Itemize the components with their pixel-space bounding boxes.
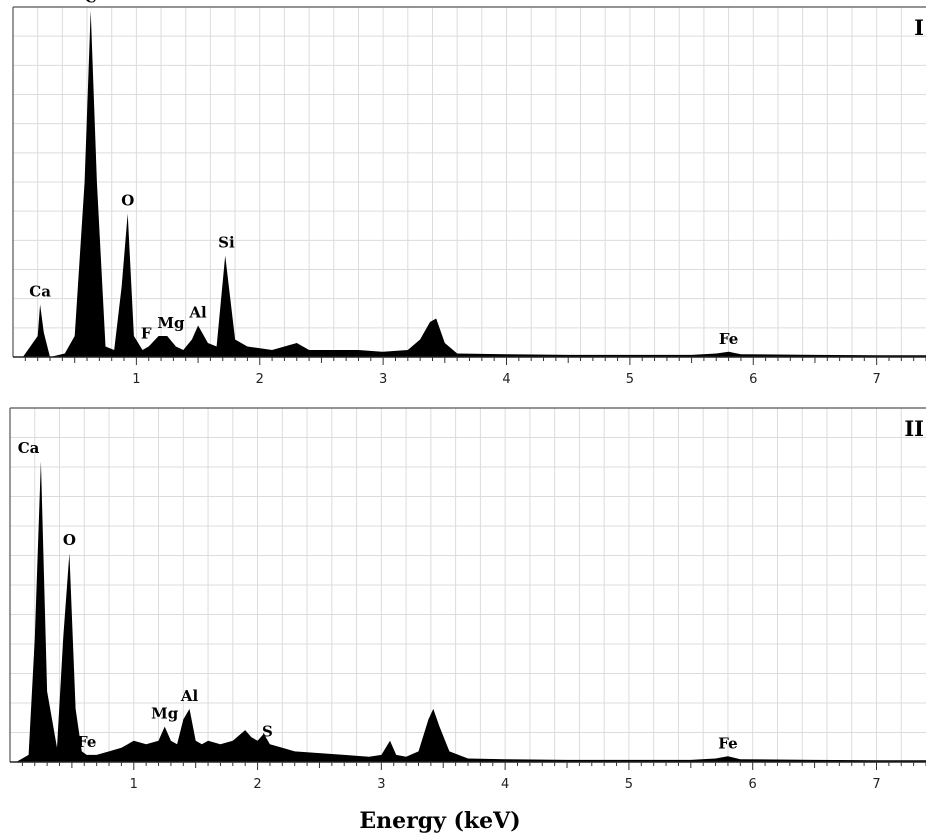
peak-label: Fe xyxy=(77,733,96,751)
x-axis-label: Energy (keV) xyxy=(359,808,520,834)
peak-label: Fe xyxy=(719,330,738,348)
x-tick-label: 2 xyxy=(256,372,264,387)
peak-label: O xyxy=(63,531,76,549)
x-tick-label: 4 xyxy=(501,777,509,792)
peak-label: Mg xyxy=(157,314,185,332)
x-tick-label: 3 xyxy=(377,777,385,792)
peak-label: S xyxy=(262,722,273,740)
x-tick-label: 1 xyxy=(132,372,140,387)
grid-panel-i xyxy=(13,7,926,357)
panel-label-ii: II xyxy=(904,416,924,441)
x-tick-label: 6 xyxy=(749,372,757,387)
peak-label: Ca xyxy=(29,283,51,301)
peak-label: F xyxy=(141,325,152,343)
x-tick-label: 3 xyxy=(379,372,387,387)
x-ticks-panel-ii: 1 2 3 4 5 6 7 xyxy=(21,762,926,792)
peak-label: O xyxy=(121,192,134,210)
panel-label-i: I xyxy=(914,15,924,40)
spectrum-area-panel-i xyxy=(22,10,926,357)
x-tick-label: 7 xyxy=(873,372,881,387)
x-tick-label: 5 xyxy=(625,777,633,792)
x-tick-label: 7 xyxy=(872,777,880,792)
x-tick-label: 2 xyxy=(253,777,261,792)
x-tick-label: 5 xyxy=(626,372,634,387)
peak-label: Al xyxy=(180,687,199,705)
x-tick-label: 4 xyxy=(502,372,510,387)
x-tick-label: 1 xyxy=(130,777,138,792)
peak-label: Ca xyxy=(18,439,40,457)
peak-label: Fe xyxy=(718,734,737,752)
peak-label: Mg xyxy=(151,705,179,723)
x-ticks-panel-i: 1 2 3 4 5 6 7 xyxy=(24,357,926,387)
peak-label: Al xyxy=(188,304,207,322)
grid-panel-ii xyxy=(10,408,926,762)
peak-label: C xyxy=(85,0,97,7)
x-tick-label: 6 xyxy=(749,777,757,792)
peak-label: Si xyxy=(218,234,235,252)
